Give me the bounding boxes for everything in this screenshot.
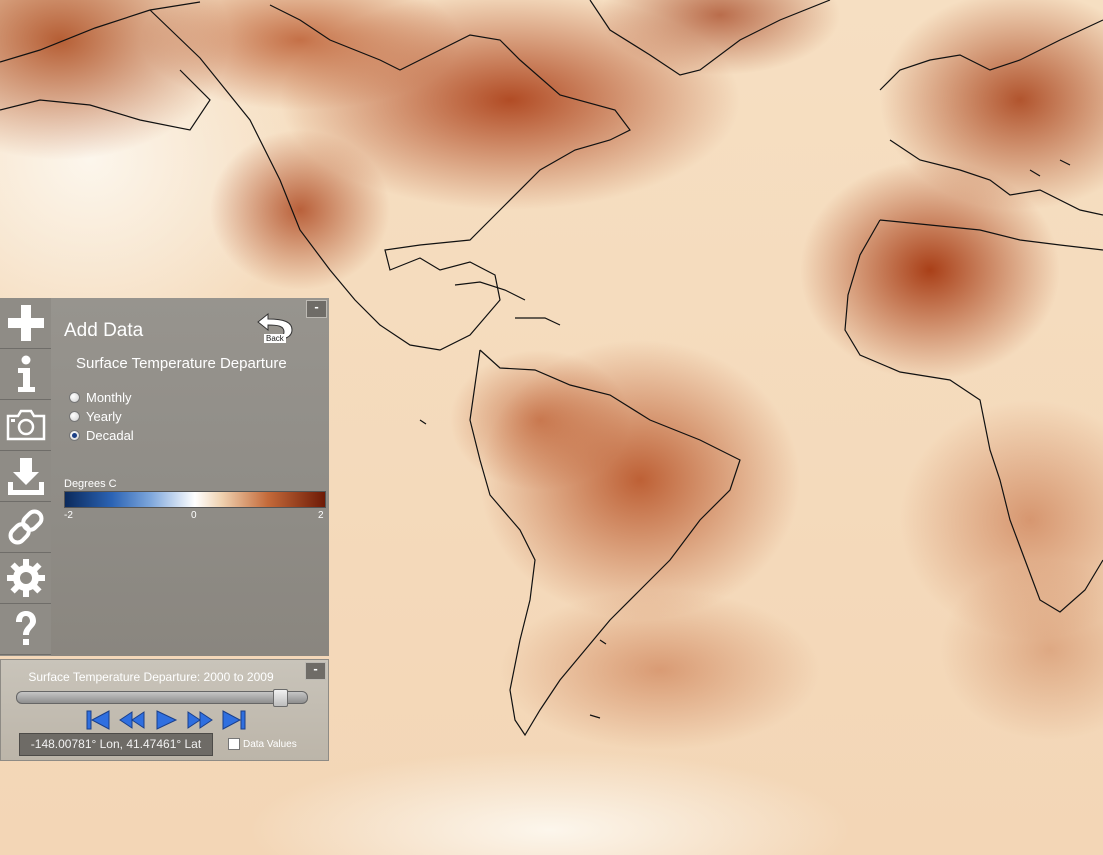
back-button[interactable]: Back (256, 310, 296, 346)
legend-mid: 0 (191, 510, 197, 521)
question-icon (15, 611, 36, 645)
time-slider-thumb[interactable] (273, 689, 288, 707)
coastline-europe (879, 19, 1103, 216)
side-toolbar (0, 298, 52, 656)
add-data-button[interactable] (0, 298, 51, 349)
time-minimize-button[interactable]: - (305, 662, 326, 680)
time-panel: - Surface Temperature Departure: 2000 to… (0, 659, 329, 761)
panel-title: Add Data (64, 320, 144, 341)
dataset-title: Surface Temperature Departure (76, 355, 287, 372)
skip-to-start-icon[interactable] (84, 709, 112, 731)
interval-options: Monthly Yearly Decadal (69, 388, 134, 445)
link-icon (8, 509, 43, 545)
color-scale-bar (64, 491, 326, 508)
add-data-panel: - Add Data Back Surface Temperature Depa… (51, 298, 329, 656)
download-icon (7, 458, 44, 495)
play-icon[interactable] (152, 709, 180, 731)
legend-max: 2 (318, 510, 324, 521)
legend-min: -2 (64, 510, 73, 521)
option-monthly[interactable]: Monthly (69, 388, 134, 407)
info-icon (17, 355, 35, 392)
fast-forward-icon[interactable] (186, 709, 214, 731)
coastline-south-america (469, 349, 741, 737)
option-yearly-label: Yearly (86, 409, 122, 424)
settings-button[interactable] (0, 553, 51, 604)
legend-label: Degrees C (64, 478, 117, 490)
info-button[interactable] (0, 349, 51, 400)
data-values-toggle[interactable]: Data Values (228, 738, 297, 750)
option-yearly[interactable]: Yearly (69, 407, 134, 426)
coastline-alaska (0, 69, 211, 131)
coastline-islands (419, 159, 1071, 719)
radio-decadal[interactable] (69, 430, 80, 441)
option-decadal-label: Decadal (86, 428, 134, 443)
coastline-africa (844, 219, 1103, 613)
radio-monthly[interactable] (69, 392, 80, 403)
data-values-checkbox[interactable] (228, 738, 240, 750)
coastline-greenland (589, 0, 831, 76)
option-decadal[interactable]: Decadal (69, 426, 134, 445)
playback-controls (84, 709, 248, 731)
plus-icon (7, 305, 44, 341)
rewind-icon[interactable] (118, 709, 146, 731)
download-button[interactable] (0, 451, 51, 502)
help-button[interactable] (0, 604, 51, 655)
back-label: Back (264, 334, 286, 343)
option-monthly-label: Monthly (86, 390, 132, 405)
radio-yearly[interactable] (69, 411, 80, 422)
screenshot-button[interactable] (0, 400, 51, 451)
skip-to-end-icon[interactable] (220, 709, 248, 731)
coastline-caribbean (454, 281, 561, 326)
time-slider[interactable] (16, 689, 308, 707)
data-values-label: Data Values (243, 738, 297, 750)
time-title: Surface Temperature Departure: 2000 to 2… (28, 670, 274, 684)
gear-icon (6, 559, 45, 597)
coastline-north-america (0, 1, 631, 351)
panel-minimize-button[interactable]: - (306, 300, 327, 318)
camera-icon (6, 409, 45, 441)
coordinate-readout: -148.00781° Lon, 41.47461° Lat (19, 733, 213, 756)
link-button[interactable] (0, 502, 51, 553)
